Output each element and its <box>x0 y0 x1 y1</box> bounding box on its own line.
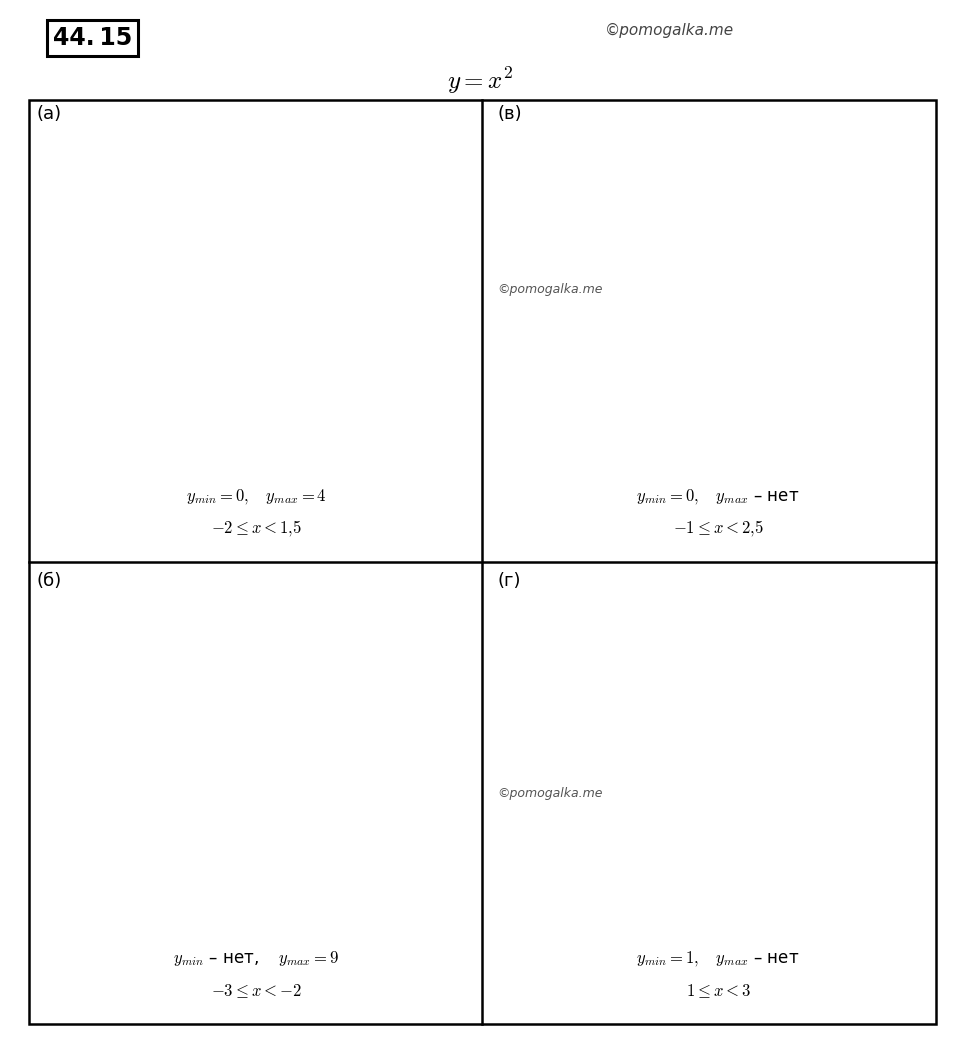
Text: O: O <box>636 898 645 907</box>
Text: ©pomogalka.me: ©pomogalka.me <box>497 284 603 296</box>
Text: 1: 1 <box>705 898 711 907</box>
Text: $-1 \leq x < 2{,}5$: $-1 \leq x < 2{,}5$ <box>673 518 763 538</box>
Text: $y$: $y$ <box>705 144 712 156</box>
Text: -1: -1 <box>649 399 660 408</box>
Text: $-2 \leq x < 1{,}5$: $-2 \leq x < 1{,}5$ <box>211 518 301 538</box>
Text: 1: 1 <box>737 399 744 408</box>
Text: $y_{min} = 0, \quad y_{max}$ – нет: $y_{min} = 0, \quad y_{max}$ – нет <box>636 487 800 506</box>
Text: 4: 4 <box>248 289 255 298</box>
Text: 9: 9 <box>291 672 298 681</box>
Text: 1: 1 <box>248 358 255 367</box>
Text: (a): (a) <box>36 105 61 123</box>
Text: (б): (б) <box>36 572 61 590</box>
Text: 9: 9 <box>248 173 255 183</box>
Text: $x$: $x$ <box>404 397 413 411</box>
Text: 1: 1 <box>345 898 351 907</box>
Text: ©pomogalka.me: ©pomogalka.me <box>497 788 603 800</box>
Text: -2: -2 <box>171 399 182 408</box>
Text: $y$: $y$ <box>269 144 277 156</box>
Text: 3: 3 <box>811 898 818 907</box>
Text: -3: -3 <box>171 898 181 907</box>
Text: (г): (г) <box>497 572 520 590</box>
Text: $y_{min} = 1, \quad y_{max}$ – нет: $y_{min} = 1, \quad y_{max}$ – нет <box>636 949 800 968</box>
Text: 1: 1 <box>291 857 298 866</box>
Text: $y_{min}$ – нет, $\quad y_{max} = 9$: $y_{min}$ – нет, $\quad y_{max} = 9$ <box>173 949 340 968</box>
Text: $x$: $x$ <box>868 896 876 909</box>
Text: $y = x^2$: $y = x^2$ <box>447 65 513 96</box>
Text: $-3 \leq x < -2$: $-3 \leq x < -2$ <box>211 982 301 1000</box>
Text: O: O <box>682 399 690 408</box>
Text: 4: 4 <box>291 788 298 797</box>
Text: O: O <box>246 399 254 408</box>
Text: 1: 1 <box>301 399 309 408</box>
Text: (в): (в) <box>497 105 522 123</box>
Text: $x$: $x$ <box>870 397 878 411</box>
Text: 1: 1 <box>638 857 645 866</box>
Text: $x$: $x$ <box>404 896 413 909</box>
Text: 1: 1 <box>684 358 690 367</box>
Text: ©pomogalka.me: ©pomogalka.me <box>605 23 734 38</box>
Text: $y$: $y$ <box>662 643 671 655</box>
Text: 3: 3 <box>824 399 830 408</box>
Text: 9: 9 <box>684 173 690 183</box>
Text: 44. 15: 44. 15 <box>53 26 132 50</box>
Text: $y_{min} = 0, \quad y_{max} = 4$: $y_{min} = 0, \quad y_{max} = 4$ <box>186 487 326 506</box>
Text: $y$: $y$ <box>312 643 320 655</box>
Text: $1 \leq x < 3$: $1 \leq x < 3$ <box>685 982 751 1000</box>
Text: -2: -2 <box>214 898 225 907</box>
Text: 9: 9 <box>638 672 645 681</box>
Text: O: O <box>289 898 298 907</box>
